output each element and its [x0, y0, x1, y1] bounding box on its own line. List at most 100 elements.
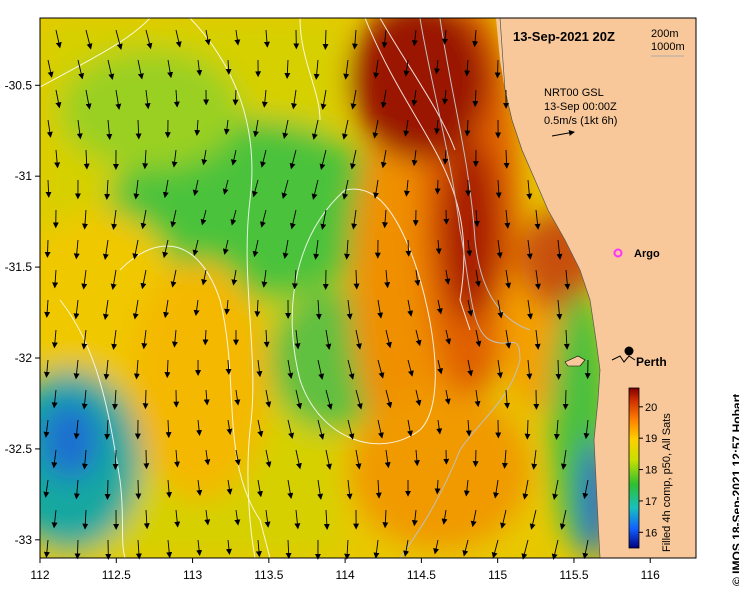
current-arrow	[463, 479, 470, 497]
current-arrow	[224, 299, 231, 315]
current-arrow	[47, 59, 54, 78]
current-arrow	[582, 479, 589, 500]
current-arrow	[73, 299, 80, 320]
current-arrow	[322, 29, 329, 50]
current-arrow	[231, 269, 238, 286]
current-arrow	[132, 299, 139, 320]
current-arrow	[285, 539, 292, 560]
current-arrow	[81, 269, 88, 290]
current-arrow	[222, 179, 229, 195]
current-vectors	[43, 29, 591, 560]
current-arrow	[411, 89, 418, 107]
current-arrow	[284, 59, 291, 80]
current-arrow	[350, 89, 357, 110]
current-arrow	[411, 29, 418, 47]
current-arrow	[45, 179, 52, 198]
current-arrow	[251, 179, 259, 198]
x-tick-label: 116	[641, 568, 660, 582]
current-arrow	[51, 389, 58, 409]
current-arrow	[556, 239, 563, 260]
current-arrow	[192, 239, 199, 257]
current-arrow	[257, 479, 263, 498]
current-arrow	[194, 119, 201, 137]
current-arrow	[493, 479, 499, 499]
current-arrow	[313, 59, 320, 80]
current-arrow	[377, 359, 385, 379]
current-arrow	[144, 89, 151, 110]
current-arrow	[230, 209, 237, 226]
current-arrow	[467, 359, 474, 377]
current-arrow	[405, 239, 412, 257]
current-arrow	[140, 269, 147, 290]
current-arrow	[494, 59, 501, 79]
current-arrow	[287, 479, 294, 499]
current-arrow	[163, 299, 169, 319]
current-arrow	[226, 479, 233, 495]
current-arrow	[52, 269, 59, 289]
current-arrow	[253, 119, 259, 138]
colorbar-tick-label: 18	[645, 465, 657, 477]
colorbar-tick-label: 16	[645, 527, 657, 539]
current-arrow	[313, 239, 320, 260]
y-tick-label: -33	[15, 533, 33, 547]
current-arrow	[501, 449, 508, 469]
current-arrow	[111, 329, 118, 350]
current-arrow	[192, 179, 199, 197]
current-arrow	[43, 479, 50, 498]
current-arrow	[111, 209, 118, 230]
current-arrow	[534, 269, 541, 290]
x-tick-label: 114.5	[407, 568, 436, 582]
model-label: NRT00 GSL	[544, 87, 604, 99]
current-arrow	[436, 299, 443, 315]
current-arrow	[344, 239, 350, 260]
current-arrow	[526, 359, 533, 380]
current-arrow	[442, 29, 449, 45]
current-arrow	[55, 29, 62, 49]
argo-marker[interactable]	[613, 248, 623, 258]
current-arrow	[204, 509, 211, 526]
current-arrow	[256, 359, 263, 378]
current-arrow	[411, 509, 418, 527]
current-arrow	[434, 119, 441, 135]
datetime-title: 13-Sep-2021 20Z	[513, 29, 615, 44]
current-arrow	[380, 149, 387, 169]
current-arrow	[375, 479, 382, 499]
argo-label: Argo	[634, 248, 660, 260]
current-arrow	[104, 419, 111, 440]
current-arrow	[135, 119, 142, 140]
current-arrow	[563, 329, 570, 350]
x-tick-label: 115.5	[559, 568, 588, 582]
scale-arrow	[551, 129, 575, 137]
current-arrow	[347, 359, 355, 380]
current-arrow	[464, 59, 471, 77]
current-arrow	[174, 449, 180, 468]
current-arrow	[496, 239, 503, 259]
current-arrow	[281, 179, 289, 199]
current-arrow	[133, 359, 140, 380]
current-arrow	[373, 539, 380, 559]
current-arrow	[140, 209, 147, 230]
current-arrow	[51, 509, 58, 529]
current-arrow	[81, 389, 88, 410]
current-arrow	[351, 29, 358, 50]
current-arrow	[132, 239, 139, 260]
current-arrow	[441, 509, 448, 525]
current-arrow	[44, 239, 51, 258]
current-arrow	[521, 539, 529, 560]
current-arrow	[73, 359, 80, 380]
current-arrow	[230, 149, 237, 166]
colorbar: 16 17 18 19 20 Filled 4h comp, p50, All Sats	[628, 387, 673, 552]
current-arrow	[257, 419, 264, 438]
current-arrow	[415, 389, 422, 407]
current-arrow	[196, 419, 203, 437]
current-arrow	[377, 299, 384, 319]
current-arrow	[351, 209, 358, 230]
current-arrow	[46, 119, 53, 138]
current-arrow	[201, 269, 208, 286]
current-arrow	[204, 449, 211, 466]
perth-marker[interactable]	[624, 346, 634, 356]
current-arrow	[254, 299, 261, 318]
current-arrow	[203, 389, 210, 406]
current-arrow	[504, 209, 511, 229]
